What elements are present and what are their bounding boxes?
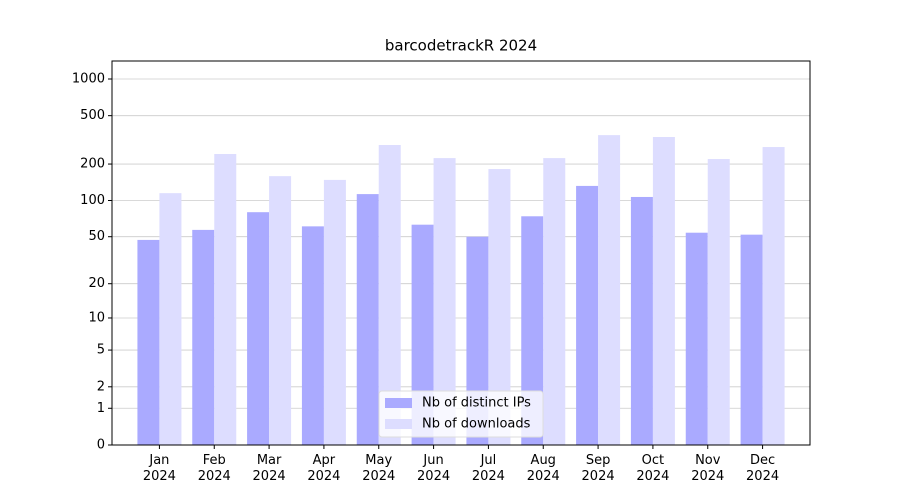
y-tick-label: 20 [88, 276, 105, 291]
bar [576, 185, 599, 445]
bar [247, 212, 270, 445]
x-tick-label: Aug 2024 [526, 453, 560, 484]
legend-swatch [385, 398, 412, 408]
bar [521, 216, 544, 445]
legend-label: Nb of downloads [422, 417, 531, 432]
bar [356, 194, 379, 445]
x-tick-label: Mar 2024 [252, 453, 286, 484]
y-tick-label: 10 [88, 310, 105, 325]
y-tick-label: 5 [97, 343, 105, 358]
bar [630, 196, 653, 445]
legend: Nb of distinct IPs Nb of downloads [378, 390, 544, 438]
bar [411, 224, 434, 445]
x-tick-label: Apr 2024 [307, 453, 341, 484]
bar [488, 169, 511, 445]
y-tick-label: 50 [88, 229, 105, 244]
bar [762, 147, 785, 446]
plot-frame [111, 60, 811, 446]
x-tick-label: Feb 2024 [197, 453, 231, 484]
x-tick-label: Oct 2024 [636, 453, 670, 484]
x-tick-label: Jul 2024 [471, 453, 505, 484]
bar [214, 153, 237, 445]
y-tick-label: 1000 [72, 71, 105, 86]
bar [323, 179, 346, 445]
x-tick-label: Jun 2024 [417, 453, 451, 484]
bar [192, 229, 215, 445]
chart-title: barcodetrackR 2024 [385, 37, 537, 55]
y-tick-label: 1 [97, 401, 105, 416]
bar [685, 232, 708, 445]
bar [433, 158, 456, 446]
legend-swatch [385, 419, 412, 429]
y-tick-label: 100 [80, 193, 105, 208]
bar [740, 234, 763, 445]
y-tick-label: 500 [80, 108, 105, 123]
bar [598, 135, 621, 446]
x-tick-label: Nov 2024 [691, 453, 725, 484]
bar [301, 226, 324, 445]
legend-label: Nb of distinct IPs [422, 396, 531, 411]
bar [378, 144, 401, 446]
bar [137, 239, 160, 445]
bar [543, 158, 566, 446]
bar [707, 159, 730, 445]
x-tick-label: Sep 2024 [581, 453, 615, 484]
x-tick-label: May 2024 [362, 453, 396, 484]
y-tick-label: 2 [97, 379, 105, 394]
x-tick-label: Jan 2024 [142, 453, 176, 484]
x-tick-label: Dec 2024 [746, 453, 780, 484]
bar [269, 176, 292, 445]
legend-box [378, 390, 544, 438]
y-tick-label: 0 [97, 438, 105, 453]
bar [159, 193, 182, 445]
bar [652, 136, 675, 445]
y-tick-label: 200 [80, 157, 105, 172]
